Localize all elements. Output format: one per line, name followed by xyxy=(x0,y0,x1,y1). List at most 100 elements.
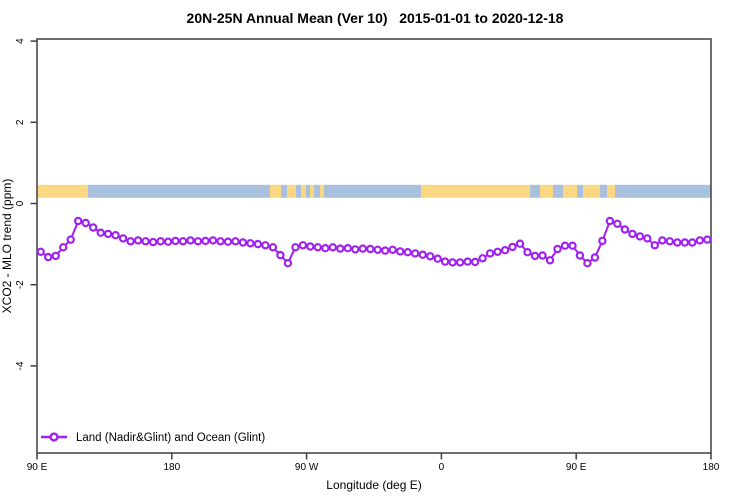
series-point-marker xyxy=(388,245,397,254)
series-point-marker xyxy=(411,249,420,258)
map-band-segment-ocean xyxy=(323,184,421,198)
series-point-marker xyxy=(605,216,615,226)
y-tick-label: 4 xyxy=(15,38,26,44)
chart-title: 20N-25N Annual Mean (Ver 10) 2015-01-01 … xyxy=(187,10,564,26)
map-band-segment-ocean xyxy=(280,184,287,198)
series-point-marker xyxy=(523,247,532,257)
series-point-marker xyxy=(680,238,690,247)
series-point-marker xyxy=(253,239,263,249)
series-point-marker xyxy=(156,237,165,246)
series-point-marker xyxy=(440,257,450,266)
data-series xyxy=(36,216,712,268)
series-point-marker xyxy=(455,258,465,267)
series-point-marker xyxy=(485,249,495,258)
map-band-segment-land xyxy=(540,184,554,198)
series-point-marker xyxy=(59,243,68,252)
map-band-segment-land xyxy=(37,184,89,198)
series-point-marker xyxy=(193,237,203,246)
map-band-segment-ocean xyxy=(314,184,321,198)
series-point-marker xyxy=(163,237,173,246)
legend-marker-icon xyxy=(49,432,59,442)
series-point-marker xyxy=(396,247,405,256)
series-point-marker xyxy=(148,237,158,247)
map-band-segment-land xyxy=(583,184,600,198)
map-band-segment-ocean xyxy=(88,184,271,198)
series-point-marker xyxy=(553,244,562,254)
map-band-segment-land xyxy=(301,184,306,198)
series-point-marker xyxy=(583,259,592,268)
series-point-marker xyxy=(81,218,90,228)
series-point-marker xyxy=(418,250,427,259)
map-band-segment-ocean xyxy=(296,184,302,198)
series-point-marker xyxy=(276,250,285,260)
series-point-marker xyxy=(620,225,630,234)
series-point-marker xyxy=(500,245,510,255)
series-point-marker xyxy=(171,236,180,246)
series-point-marker xyxy=(613,219,622,228)
series-point-marker xyxy=(688,238,697,247)
x-axis-title: Longitude (deg E) xyxy=(326,478,421,492)
x-tick-label: 180 xyxy=(703,462,720,473)
series-point-marker xyxy=(298,241,308,250)
legend-label: Land (Nadir&Glint) and Ocean (Glint) xyxy=(76,432,265,444)
map-band-segment-ocean xyxy=(577,184,584,198)
series-point-marker xyxy=(703,235,712,244)
map-band-segment-land xyxy=(270,184,281,198)
series-point-marker xyxy=(223,237,233,246)
series-point-marker xyxy=(246,239,255,248)
series-point-marker xyxy=(673,238,682,247)
series-point-marker xyxy=(538,251,547,260)
x-tick-label: 90 E xyxy=(27,462,48,473)
series-point-marker xyxy=(530,251,540,261)
series-point-marker xyxy=(628,229,637,239)
series-point-marker xyxy=(178,237,188,246)
series-point-marker xyxy=(403,247,412,257)
series-point-marker xyxy=(381,246,390,255)
series-point-marker xyxy=(51,251,60,261)
x-tick-label: 0 xyxy=(439,462,445,473)
series-point-marker xyxy=(575,251,585,260)
map-band-segment-land xyxy=(320,184,324,198)
legend: Land (Nadir&Glint) and Ocean (Glint) xyxy=(41,432,265,444)
series-point-marker xyxy=(118,234,128,243)
y-tick-label: 0 xyxy=(15,200,26,206)
series-point-marker xyxy=(66,235,75,244)
series-point-marker xyxy=(73,216,83,226)
series-point-marker xyxy=(201,236,210,246)
series-point-marker xyxy=(598,236,607,246)
series-point-marker xyxy=(238,238,248,247)
series-point-marker xyxy=(508,242,517,252)
series-point-marker xyxy=(261,241,270,250)
y-tick-label: -4 xyxy=(15,361,26,370)
series-point-marker xyxy=(658,236,667,245)
map-band-segment-ocean xyxy=(553,184,563,198)
series-point-marker xyxy=(88,223,98,232)
series-point-marker xyxy=(231,237,240,246)
series-point-marker xyxy=(44,252,53,262)
series-point-marker xyxy=(478,254,487,263)
map-band-segment-ocean xyxy=(305,184,310,198)
series-point-marker xyxy=(103,229,113,239)
map-band-segment-land xyxy=(607,184,616,198)
x-tick-label: 90 W xyxy=(295,462,319,473)
map-band-segment-land xyxy=(309,184,315,198)
series-point-marker xyxy=(111,230,120,240)
series-point-marker xyxy=(268,243,278,252)
series-point-marker xyxy=(96,228,105,237)
x-tick-label: 90 E xyxy=(566,462,587,473)
series-point-marker xyxy=(36,247,45,256)
y-tick-label: 2 xyxy=(15,119,26,125)
map-band-segment-land xyxy=(562,184,578,198)
map-band-segment-ocean xyxy=(530,184,541,198)
series-point-marker xyxy=(216,237,225,246)
series-point-marker xyxy=(463,257,472,266)
map-band-segment-ocean xyxy=(599,184,608,198)
series-point-marker xyxy=(545,256,555,265)
series-point-marker xyxy=(306,242,315,251)
series-point-marker xyxy=(283,259,293,268)
series-point-marker xyxy=(470,257,480,267)
series-point-marker xyxy=(351,245,360,254)
series-point-marker xyxy=(328,243,337,252)
